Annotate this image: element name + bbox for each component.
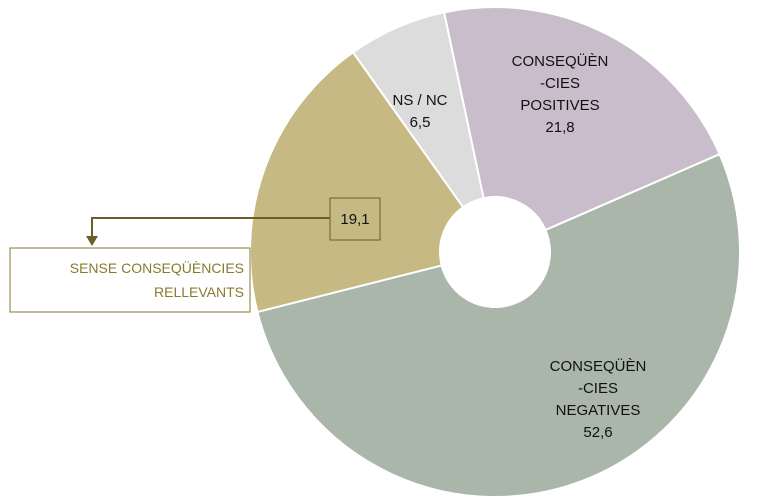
- value-label: 19,1: [340, 211, 369, 228]
- callout-arrow: [86, 236, 98, 246]
- segment-label: NS / NC: [392, 92, 447, 109]
- value-label: 21,8: [545, 119, 574, 136]
- segment-label: CONSEQÜÈN -CIES POSITIVES: [512, 52, 609, 114]
- segment-label: CONSEQÜÈN -CIES NEGATIVES: [550, 357, 647, 419]
- donut-segment: [442, 6, 721, 232]
- callout-box: [9, 247, 251, 313]
- callout-label: SENSE CONSEQÜÈNCIES RELLEVANTS: [70, 259, 244, 300]
- value-label: 6,5: [410, 114, 431, 131]
- value-label: 52,6: [583, 424, 612, 441]
- donut-segment: [256, 152, 741, 498]
- callout-line: [91, 217, 330, 238]
- donut-segment: [351, 11, 485, 209]
- donut-segment: [249, 50, 465, 314]
